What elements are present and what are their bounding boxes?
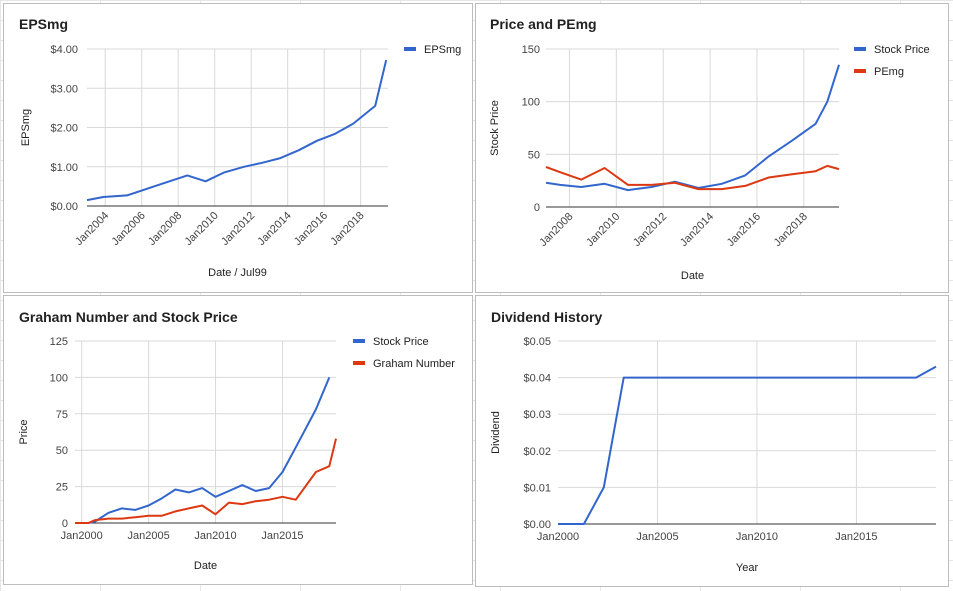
series-line-0 xyxy=(558,365,937,525)
dividend-chart-panel: Dividend History $0.00 $0.01 $0.02 $0.03 $0.0… xyxy=(475,295,949,587)
x-tick-label: Jan2016 xyxy=(292,210,330,248)
price-pe-chart-panel: Price and PEmg 0 50 100 150 Jan2008 Jan2010 Jan… xyxy=(475,3,949,293)
series-line-0 xyxy=(75,377,331,524)
x-tick-label: Jan2008 xyxy=(146,210,184,248)
y-tick-label: 50 xyxy=(528,149,540,161)
x-axis-title: Date xyxy=(681,270,704,282)
y-tick-label: 0 xyxy=(534,202,540,214)
x-tick-label: Jan2005 xyxy=(636,531,678,543)
y-tick-label: 150 xyxy=(522,44,540,56)
x-tick-label: Jan2004 xyxy=(73,210,111,248)
series-line-0 xyxy=(86,59,388,202)
x-tick-label: Jan2016 xyxy=(725,211,763,249)
series-line-1 xyxy=(75,438,337,524)
x-tick-label: Jan2012 xyxy=(631,211,669,249)
x-tick-label: Jan2000 xyxy=(61,530,103,542)
x-axis-title: Date xyxy=(194,560,217,572)
y-axis-title: EPSmg xyxy=(20,109,32,146)
dividend-chart: Dividend History $0.00 $0.01 $0.02 $0.03 $0.0… xyxy=(490,309,937,574)
graham-chart-panel: Graham Number and Stock Price 0 25 50 75 100 1… xyxy=(3,295,473,585)
legend-label: PEmg xyxy=(874,66,904,78)
x-tick-label: Jan2000 xyxy=(537,531,579,543)
x-tick-label: Jan2006 xyxy=(110,210,148,248)
y-tick-label: $0.03 xyxy=(523,409,551,421)
x-tick-label: Jan2010 xyxy=(736,531,778,543)
y-tick-label: $0.00 xyxy=(523,519,551,531)
graham-chart: Graham Number and Stock Price 0 25 50 75 100 1… xyxy=(18,309,455,572)
eps-chart-panel: EPSmg $0.00 $1.00 $2.00 $3.00 $4.00 Jan2004 Jan… xyxy=(3,3,473,293)
chart-title: Price and PEmg xyxy=(490,16,597,32)
chart-title: Graham Number and Stock Price xyxy=(19,309,238,325)
legend-label: Graham Number xyxy=(373,358,455,370)
x-axis-title: Date / Jul99 xyxy=(208,267,267,279)
y-axis-title: Price xyxy=(18,419,30,444)
x-tick-label: Jan2010 xyxy=(194,530,236,542)
x-tick-label: Jan2010 xyxy=(182,210,220,248)
y-tick-label: 50 xyxy=(56,445,68,457)
y-tick-label: $4.00 xyxy=(50,44,78,56)
y-tick-label: $0.00 xyxy=(50,201,78,213)
y-tick-label: $0.01 xyxy=(523,482,551,494)
y-tick-label: 75 xyxy=(56,409,68,421)
y-tick-label: 100 xyxy=(522,97,540,109)
series-line-0 xyxy=(545,64,840,192)
eps-chart: EPSmg$0.00$1.00$2.00$3.00$4.00Jan2004Jan… xyxy=(19,16,461,279)
x-tick-label: Jan2018 xyxy=(328,210,366,248)
y-axis-title: Stock Price xyxy=(489,100,501,156)
x-tick-label: Jan2008 xyxy=(537,211,575,249)
y-tick-label: $0.02 xyxy=(523,446,551,458)
x-tick-label: Jan2018 xyxy=(772,211,810,249)
x-tick-label: Jan2014 xyxy=(678,211,716,249)
y-tick-label: $0.04 xyxy=(523,373,551,385)
y-tick-label: $0.05 xyxy=(523,336,551,348)
legend-label: EPSmg xyxy=(424,44,461,56)
legend-label: Stock Price xyxy=(373,336,429,348)
legend-label: Stock Price xyxy=(874,44,930,56)
x-tick-label: Jan2015 xyxy=(261,530,303,542)
y-tick-label: $1.00 xyxy=(50,162,78,174)
chart-title: Dividend History xyxy=(491,309,602,325)
y-tick-label: 25 xyxy=(56,482,68,494)
y-tick-label: 0 xyxy=(62,518,68,530)
y-axis-title: Dividend xyxy=(490,411,502,454)
x-tick-label: Jan2014 xyxy=(255,210,293,248)
y-tick-label: 125 xyxy=(50,336,68,348)
x-tick-label: Jan2012 xyxy=(219,210,257,248)
y-tick-label: 100 xyxy=(50,372,68,384)
x-tick-label: Jan2005 xyxy=(128,530,170,542)
x-axis-title: Year xyxy=(736,562,759,574)
y-tick-label: $2.00 xyxy=(50,123,78,135)
x-tick-label: Jan2010 xyxy=(584,211,622,249)
series-line-1 xyxy=(545,164,840,191)
y-tick-label: $3.00 xyxy=(50,83,78,95)
x-tick-label: Jan2015 xyxy=(835,531,877,543)
chart-title: EPSmg xyxy=(19,16,68,32)
